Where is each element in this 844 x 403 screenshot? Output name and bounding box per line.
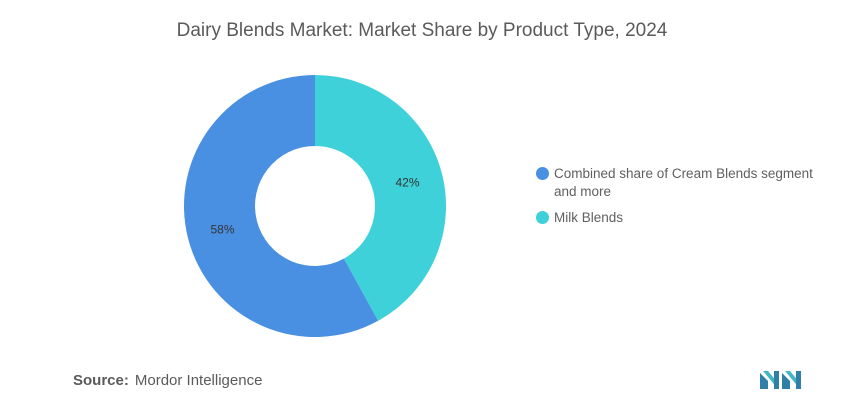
source-value: Mordor Intelligence xyxy=(134,372,263,389)
legend-swatch-milk-blends xyxy=(536,211,549,224)
mordor-intelligence-logo-icon xyxy=(760,371,801,389)
chart-legend: Combined share of Cream Blends segment a… xyxy=(536,165,836,235)
donut-slice-milk-blends[interactable] xyxy=(315,75,446,321)
source-note: Source: Mordor Intelligence xyxy=(73,372,262,389)
legend-swatch-cream-blends xyxy=(536,167,549,180)
legend-label-cream-blends: Combined share of Cream Blends segment a… xyxy=(554,166,813,199)
data-label-cream-blends: 58% xyxy=(210,223,234,237)
chart-title: Dairy Blends Market: Market Share by Pro… xyxy=(176,20,668,41)
source-label: Source: xyxy=(73,372,129,389)
legend-item-cream-blends[interactable]: Combined share of Cream Blends segment a… xyxy=(536,165,836,201)
legend-item-milk-blends[interactable]: Milk Blends xyxy=(536,209,836,227)
data-label-milk-blends: 42% xyxy=(395,175,419,189)
legend-label-milk-blends: Milk Blends xyxy=(554,210,624,225)
donut-slice-cream-blends[interactable] xyxy=(184,75,379,337)
